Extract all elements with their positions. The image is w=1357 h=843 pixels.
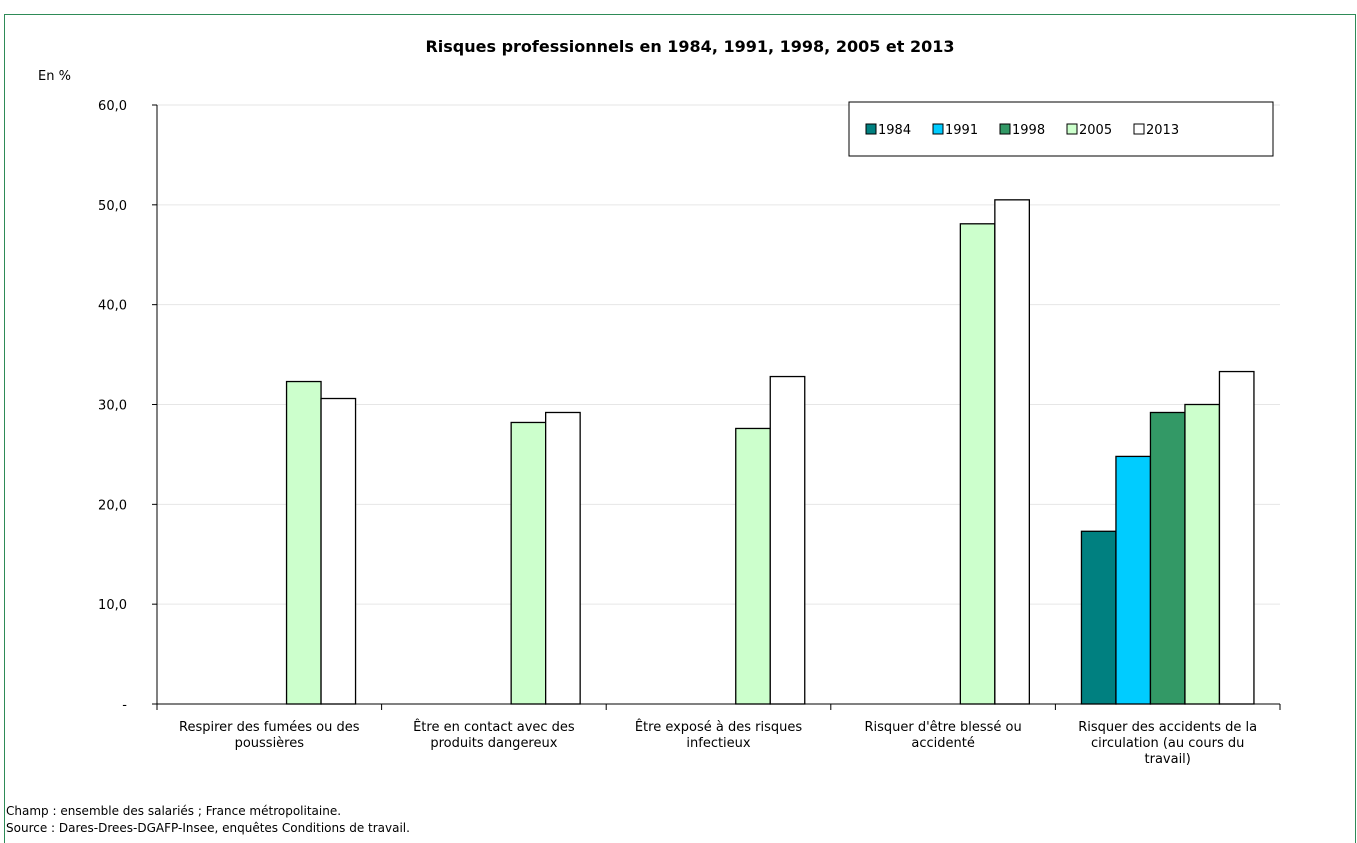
x-category-label: travail) [1145,752,1191,767]
x-category-label: produits dangereux [430,736,557,751]
y-tick-label: 60,0 [98,99,127,114]
legend-swatch-2005 [1066,123,1078,135]
bar-2013 [320,397,357,705]
legend-label-1991: 1991 [945,123,978,138]
y-tick-label: 40,0 [98,299,127,314]
legend-swatch-1984 [865,123,877,135]
legend-box [848,101,1274,157]
note-champ: Champ : ensemble des salariés ; France m… [6,804,342,818]
bars [285,199,1255,705]
x-category-label: Risquer d'être blessé ou [864,720,1021,735]
x-category-label: accidenté [911,736,974,751]
legend-swatch-2013 [1133,123,1145,135]
y-tick-label: 50,0 [98,199,127,214]
y-tick-labels: - 10,0 20,0 30,0 40,0 50,0 60,0 [98,99,127,713]
chart-border [4,14,1356,843]
x-category-label: Être exposé à des risques [635,719,803,735]
legend: 1984 1991 1998 2005 2013 [848,101,1274,157]
bar-2005 [510,421,547,705]
chart-title: Risques professionnels en 1984, 1991, 19… [425,37,954,56]
legend-label-1984: 1984 [878,123,911,138]
legend-swatch-1991 [932,123,944,135]
y-tick-label: 10,0 [98,598,127,613]
y-tick-label: 20,0 [98,498,127,513]
x-category-label: poussières [235,736,305,751]
bar-2013 [769,375,806,705]
x-category-label: Être en contact avec des [413,719,575,735]
bar-2005 [1184,403,1221,705]
x-category-label: circulation (au cours du [1091,736,1244,751]
x-category-label: Risquer des accidents de la [1078,720,1257,735]
y-tick-label: 30,0 [98,399,127,414]
bar-2005 [959,223,996,705]
note-source: Source : Dares-Drees-DGAFP-Insee, enquêt… [6,821,410,835]
bar-2013 [1218,370,1255,705]
y-tick-label: - [122,698,127,713]
legend-swatch-1998 [999,123,1011,135]
legend-label-1998: 1998 [1012,123,1045,138]
legend-label-2005: 2005 [1079,123,1112,138]
bar-2005 [735,427,771,705]
bar-2013 [545,411,581,705]
bar-2005 [285,380,322,705]
bar-2013 [994,199,1030,705]
axes [152,104,1281,710]
y-axis-label: En % [38,69,71,84]
bar-1998 [1149,411,1186,705]
x-category-label: infectieux [686,736,751,751]
bar-1991 [1115,455,1152,705]
bar-1984 [1080,530,1117,705]
legend-label-2013: 2013 [1146,123,1179,138]
x-category-label: Respirer des fumées ou des [179,720,360,735]
